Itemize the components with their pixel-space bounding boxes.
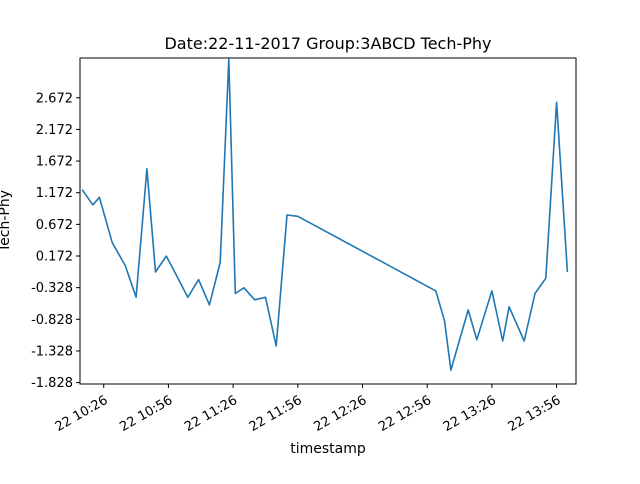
chart-title: Date:22-11-2017 Group:3ABCD Tech-Phy xyxy=(164,34,491,53)
y-tick-label: -1.828 xyxy=(31,376,73,391)
y-tick-label: -0.828 xyxy=(31,313,73,328)
series-layer xyxy=(81,58,569,371)
y-tick-label: 1.172 xyxy=(36,186,73,201)
y-axis-label: Tech-Phy xyxy=(0,190,13,253)
y-tick-label: 0.172 xyxy=(36,250,73,265)
y-tick-label: 0.672 xyxy=(36,218,73,233)
y-tick-label: 1.672 xyxy=(36,155,73,170)
y-tick-label: -0.328 xyxy=(31,281,73,296)
y-tick-label: 2.172 xyxy=(36,123,73,138)
plot-frame xyxy=(79,57,577,385)
y-tick-label: 2.672 xyxy=(36,91,73,106)
series-line xyxy=(81,58,569,371)
y-tick-label: -1.328 xyxy=(31,344,73,359)
x-axis-label: timestamp xyxy=(290,441,366,457)
